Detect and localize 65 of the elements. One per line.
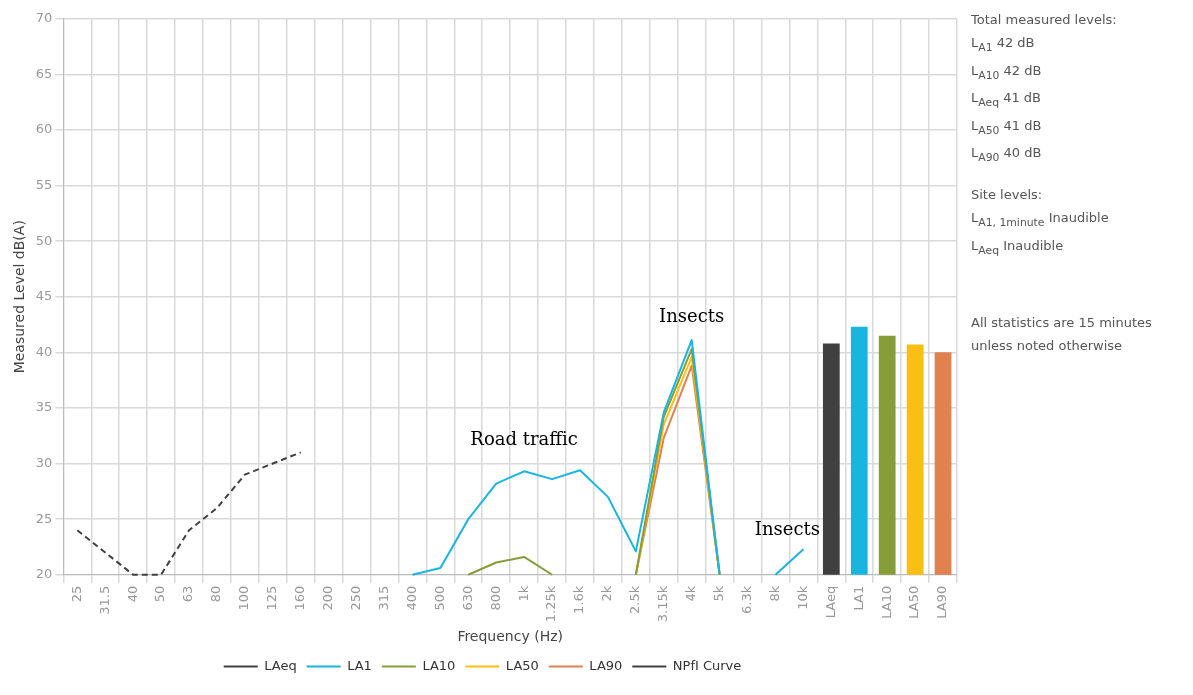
x-tick-label: 25: [68, 585, 84, 603]
x-tick-label: 100: [236, 585, 252, 611]
text: L$_{A1}$ 42 dB: [971, 34, 1036, 56]
x-tick-label: 315: [375, 585, 391, 611]
x-tick-label: 125: [264, 585, 280, 611]
y-tick-label: 70: [35, 10, 53, 26]
text: L$_{A90}$ 40 dB: [971, 144, 1043, 166]
x-tick-label: LA10: [878, 585, 894, 619]
x-tick-label: LA1: [850, 585, 866, 611]
x-tick-label: 80: [208, 585, 224, 603]
text: L$_{A50}$ 41 dB: [971, 116, 1043, 139]
y-tick-label: 20: [35, 566, 53, 582]
x-tick-label: 31.5: [96, 585, 112, 615]
annotation: Insects: [754, 517, 820, 539]
x-tick-label: 1.25k: [543, 585, 559, 623]
text: L$_{A10}$ 42 dB: [971, 61, 1043, 84]
x-tick-label: 63: [180, 585, 196, 603]
x-tick-label: 1.6k: [571, 585, 587, 614]
x-tick-label: 400: [403, 585, 419, 611]
x-tick-label: 630: [459, 585, 475, 611]
x-axis-title: Frequency (Hz): [457, 628, 563, 645]
legend-label: LA50: [505, 657, 539, 673]
x-tick-label: 6.3k: [738, 585, 754, 614]
annotation: Road traffic: [470, 428, 578, 449]
y-axis-title: Measured Level dB(A): [11, 220, 28, 374]
legend-label: NPfI Curve: [672, 657, 742, 673]
y-tick-label: 25: [35, 510, 53, 526]
x-tick-label: 1k: [515, 585, 531, 602]
text: Total measured levels:: [971, 11, 1118, 29]
annotation: Insects: [659, 304, 725, 326]
text: All statistics are 15 minutes unless noted otherwise: [971, 314, 1153, 356]
text: Site levels:: [971, 185, 1044, 204]
legend-label: LA90: [589, 657, 623, 673]
x-tick-label: 500: [431, 585, 447, 611]
y-tick-label: 40: [35, 343, 53, 359]
legend-label: LA10: [422, 657, 456, 673]
y-tick-label: 55: [35, 176, 53, 192]
x-tick-label: LA90: [934, 585, 950, 619]
x-tick-label: LAeq: [822, 585, 838, 619]
legend-label: LA1: [347, 657, 372, 673]
y-tick-label: 35: [35, 399, 53, 415]
y-tick-label: 45: [35, 288, 53, 304]
y-tick-label: 60: [35, 121, 53, 137]
x-tick-label: 50: [152, 585, 168, 603]
x-tick-label: 40: [124, 585, 140, 603]
y-tick-label: 30: [35, 454, 53, 470]
line-series: [76, 451, 302, 576]
x-tick-label: 2k: [599, 585, 615, 602]
x-tick-label: 4k: [683, 585, 699, 602]
x-tick-label: 2.5k: [627, 585, 643, 614]
legend-label: LAeq: [264, 657, 297, 673]
x-tick-label: 10k: [794, 585, 810, 610]
x-tick-label: 250: [347, 585, 363, 611]
y-tick-label: 50: [35, 232, 53, 248]
x-tick-label: 5k: [711, 585, 726, 602]
x-tick-label: 800: [487, 585, 503, 611]
x-tick-label: 3.15k: [655, 585, 671, 623]
x-tick-label: 200: [320, 585, 336, 611]
text: L$_{Aeq}$ 41 dB: [971, 89, 1042, 111]
text: L$_{A1, 1minute}$ Inaudible: [971, 208, 1110, 231]
text: L$_{Aeq}$ Inaudible: [971, 236, 1065, 259]
x-tick-label: 160: [292, 585, 308, 611]
x-tick-label: 8k: [766, 585, 782, 602]
y-tick-label: 65: [35, 65, 53, 81]
x-tick-label: LA50: [906, 585, 922, 619]
